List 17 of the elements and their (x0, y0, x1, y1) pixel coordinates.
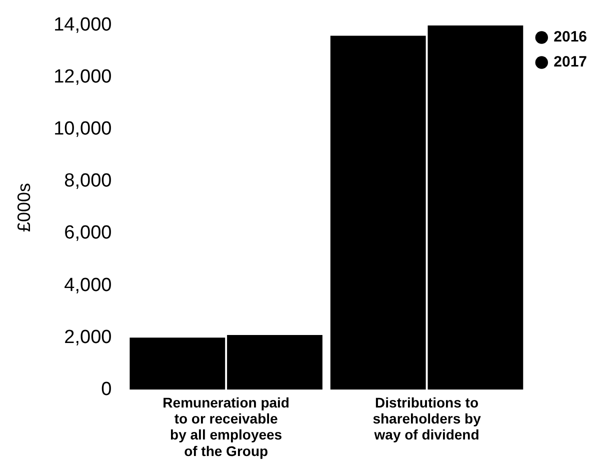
bar (227, 334, 322, 390)
bar (330, 36, 426, 390)
legend-label: 2017 (554, 54, 588, 71)
y-tick-label: 8,000 (64, 170, 112, 192)
y-axis-title: £000s (14, 182, 34, 232)
bar (130, 338, 226, 390)
y-tick-label: 10,000 (54, 118, 112, 140)
y-tick-label: 12,000 (54, 66, 112, 88)
y-tick-label: 2,000 (64, 326, 112, 348)
bar (428, 25, 524, 390)
y-tick-label: 6,000 (64, 222, 112, 244)
y-tick-label: 14,000 (54, 14, 112, 36)
legend-label: 2016 (554, 28, 588, 46)
x-tick-label: Remuneration paid to or receivable by all employees of the Group (162, 394, 290, 459)
x-tick-label: Distributions to shareholders by way of dividend (372, 394, 482, 443)
y-tick-label: 0 (101, 378, 112, 400)
y-tick-label: 4,000 (64, 274, 112, 296)
